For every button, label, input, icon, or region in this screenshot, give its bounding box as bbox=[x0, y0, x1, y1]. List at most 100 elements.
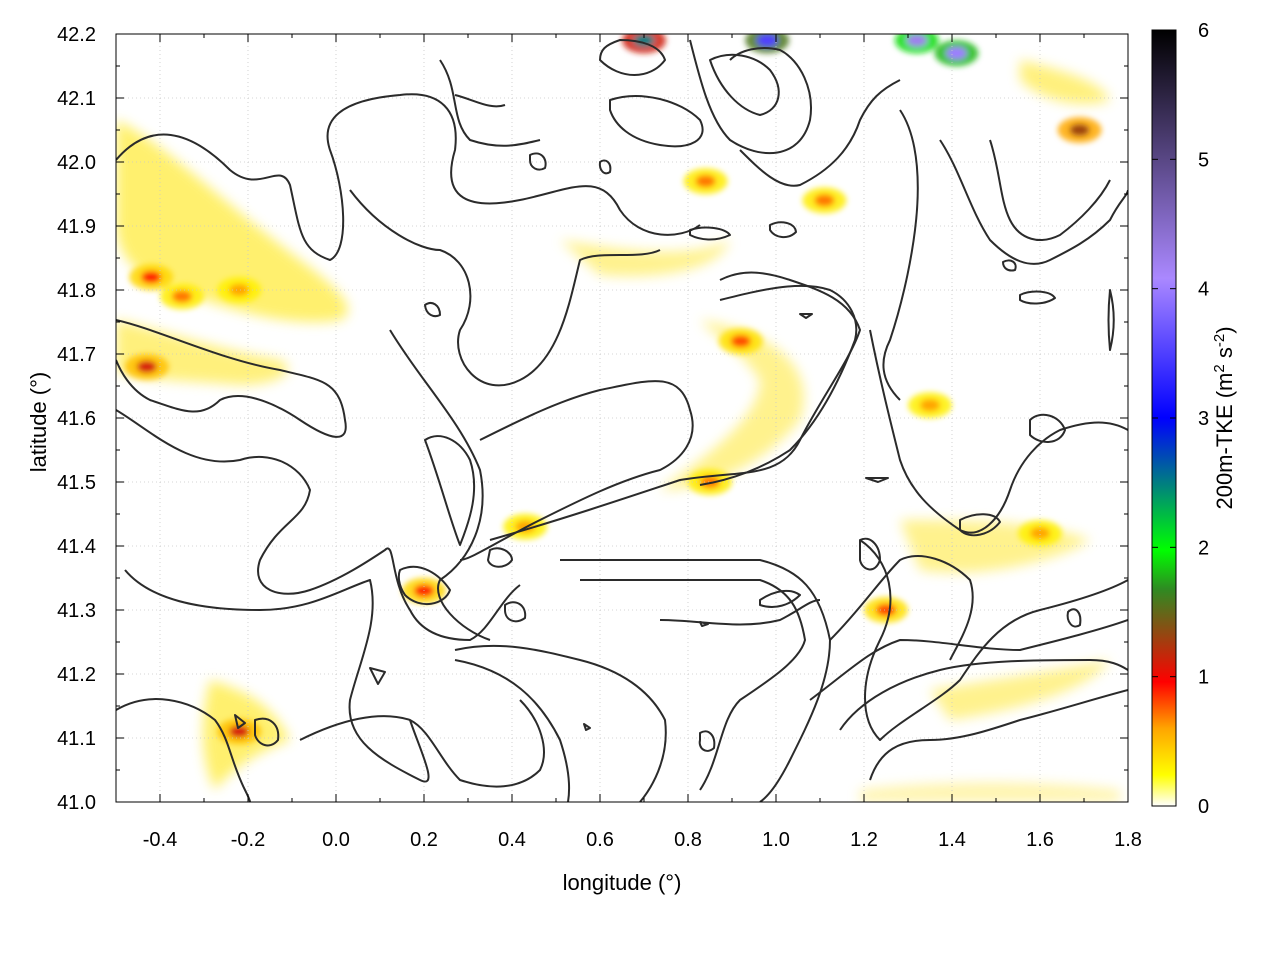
tke-streak-northeast bbox=[1020, 60, 1110, 104]
contour-line bbox=[1107, 289, 1115, 351]
contour-line bbox=[689, 39, 812, 154]
contour-line bbox=[529, 152, 547, 171]
contour-line bbox=[598, 159, 612, 175]
contour-line bbox=[882, 109, 919, 401]
tke-hotspot bbox=[136, 360, 157, 373]
contour-line bbox=[560, 558, 831, 802]
y-tick-label: 41.0 bbox=[57, 792, 96, 814]
tke-streak-center bbox=[660, 320, 804, 490]
contour-line bbox=[759, 589, 801, 608]
contour-line bbox=[487, 547, 513, 568]
tke-hotspot bbox=[814, 194, 835, 207]
contour-line bbox=[869, 689, 1128, 781]
contour-line bbox=[489, 271, 861, 541]
contour-line bbox=[699, 284, 858, 486]
contour-line bbox=[939, 139, 1128, 265]
y-tick-label: 41.3 bbox=[57, 600, 96, 622]
contour-line bbox=[454, 94, 506, 108]
contour-line bbox=[989, 139, 1111, 241]
tke-hotspot bbox=[730, 335, 751, 348]
contour-line bbox=[504, 601, 527, 623]
contour-line bbox=[580, 578, 806, 791]
contour-line bbox=[1066, 608, 1082, 628]
contour-line bbox=[116, 409, 521, 641]
tke-streak-southeast bbox=[930, 660, 1110, 720]
tke-hotspot bbox=[172, 290, 192, 303]
contour-line bbox=[809, 619, 1128, 701]
y-tick-label: 41.9 bbox=[57, 216, 96, 238]
x-tick-label: 1.8 bbox=[1114, 829, 1142, 851]
contour-line bbox=[116, 698, 251, 802]
y-tick-label: 41.6 bbox=[57, 408, 96, 430]
contour-line bbox=[124, 569, 430, 783]
terrain-contours bbox=[116, 39, 1128, 802]
contour-line bbox=[389, 329, 491, 641]
contour-line bbox=[397, 565, 451, 605]
y-tick-label: 41.2 bbox=[57, 664, 96, 686]
tke-hotspot bbox=[634, 34, 654, 47]
x-tick-label: -0.2 bbox=[231, 829, 265, 851]
contour-line bbox=[116, 93, 701, 261]
contour-line bbox=[959, 513, 1001, 537]
contour-line bbox=[739, 79, 901, 187]
contour-line bbox=[439, 59, 541, 147]
contour-line bbox=[369, 667, 386, 685]
contour-line bbox=[799, 313, 813, 319]
x-tick-label: 1.2 bbox=[850, 829, 878, 851]
y-tick-label: 41.7 bbox=[57, 344, 96, 366]
colorbar-title: 200m-TKE (m2 s-2) bbox=[1211, 326, 1237, 509]
tke-shading bbox=[116, 34, 1120, 802]
contour-line bbox=[454, 659, 570, 802]
contour-line bbox=[424, 302, 441, 318]
contour-line bbox=[699, 621, 709, 627]
grid-layer bbox=[116, 34, 1128, 802]
x-tick-label: 0.0 bbox=[322, 829, 350, 851]
contour-line bbox=[859, 539, 1128, 741]
colorbar-ticks: 0 1 2 3 4 5 6 bbox=[1152, 20, 1209, 818]
x-axis: -0.4 -0.2 0.0 0.2 0.4 0.6 0.8 1.0 1.2 1.4 1.6 1.8 bbox=[143, 34, 1142, 851]
contour-line bbox=[454, 644, 667, 802]
contour-line bbox=[599, 39, 666, 76]
contour-line bbox=[424, 435, 476, 546]
y-axis: 41.0 41.1 41.2 41.3 41.4 41.5 41.6 41.7 41.8 41.9… bbox=[57, 24, 1128, 814]
tke-streak-south bbox=[860, 782, 1120, 802]
contour-line bbox=[583, 723, 591, 731]
y-axis-title: latitude (°) bbox=[26, 372, 51, 473]
y-tick-label: 42.2 bbox=[57, 24, 96, 46]
contour-line bbox=[859, 537, 881, 571]
contour-line bbox=[116, 319, 347, 438]
x-tick-label: 1.6 bbox=[1026, 829, 1054, 851]
y-tick-label: 41.1 bbox=[57, 728, 96, 750]
contour-line bbox=[1019, 290, 1056, 305]
tke-hotspot bbox=[906, 34, 927, 47]
contour-line bbox=[829, 555, 974, 661]
x-tick-label: -0.4 bbox=[143, 829, 177, 851]
tke-hotspot bbox=[1069, 124, 1090, 136]
contour-line bbox=[769, 221, 797, 238]
colorbar-tick-label: 5 bbox=[1198, 149, 1209, 171]
contour-line bbox=[609, 95, 704, 148]
y-tick-label: 41.4 bbox=[57, 536, 96, 558]
contour-line bbox=[839, 659, 1128, 731]
tke-hotspot bbox=[695, 175, 716, 188]
tke-hotspot bbox=[229, 284, 250, 296]
contour-line bbox=[349, 189, 661, 387]
contour-line bbox=[698, 730, 716, 752]
x-tick-label: 0.6 bbox=[586, 829, 614, 851]
tke-streak-northwest bbox=[116, 120, 348, 322]
tke-hotspot bbox=[946, 47, 967, 60]
tke-hotspot bbox=[229, 725, 250, 738]
x-axis-title: longitude (°) bbox=[563, 870, 682, 895]
colorbar-tick-label: 6 bbox=[1198, 20, 1209, 42]
tke-hotspot bbox=[920, 399, 940, 412]
x-tick-label: 1.4 bbox=[938, 829, 966, 851]
contour-line bbox=[299, 699, 545, 788]
colorbar-tick-label: 2 bbox=[1198, 537, 1209, 559]
y-tick-label: 42.1 bbox=[57, 88, 96, 110]
y-tick-label: 42.0 bbox=[57, 152, 96, 174]
tke-hotspot bbox=[1030, 527, 1050, 540]
tke-hotspot bbox=[141, 271, 162, 284]
colorbar-tick-label: 4 bbox=[1198, 279, 1209, 301]
